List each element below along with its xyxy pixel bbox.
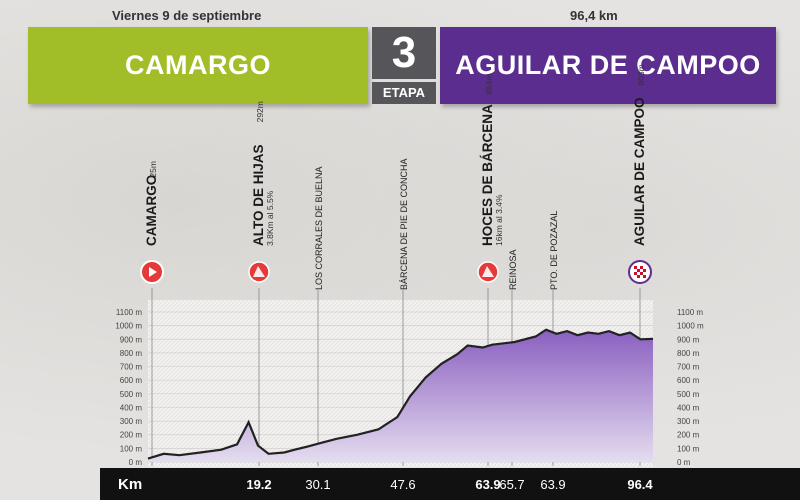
y-tick-label: 0 m [677, 458, 691, 467]
y-tick-label: 100 m [120, 444, 143, 453]
y-tick-label: 400 m [120, 403, 143, 412]
place-name: ALTO DE HIJAS [251, 144, 266, 246]
place-label: AGUILAR DE CAMPOO 903m [632, 64, 647, 246]
x-tick-label: 30.1 [305, 477, 330, 492]
checker-square [637, 269, 640, 272]
y-tick-label: 1100 m [677, 308, 703, 317]
y-tick-label: 900 m [677, 335, 700, 344]
x-tick-label: 96.4 [627, 477, 653, 492]
x-axis-label: Km [118, 476, 142, 493]
start-banner: CAMARGO [28, 27, 368, 104]
place-altitude: 292m [255, 101, 265, 122]
place-label: HOCES DE BÁRCENA 854m 16km al 3.4% [480, 74, 504, 246]
y-tick-label: 1000 m [677, 322, 704, 331]
y-axis-right: 0 m 100 m 200 m 300 m 400 m 500 m 600 m 700 m 80… [677, 308, 704, 467]
place-name: LOS CORRALES DE BUELNA [314, 166, 324, 290]
finish-banner: AGUILAR DE CAMPOO [440, 27, 776, 104]
stage-date: Viernes 9 de septiembre [112, 8, 262, 23]
place-label: BÁRCENA DE PIE DE CONCHA [399, 158, 409, 290]
x-tick-label: 19.2 [246, 477, 271, 492]
stage-number: 3 [372, 27, 436, 79]
y-tick-label: 300 m [677, 417, 700, 426]
y-tick-label: 800 m [677, 349, 700, 358]
y-tick-label: 0 m [129, 458, 143, 467]
start-city: CAMARGO [125, 50, 271, 80]
y-axis-left: 0 m 100 m 200 m 300 m 400 m 500 m 600 m 700 m 80… [115, 308, 142, 467]
stage-distance: 96,4 km [570, 8, 618, 23]
place-name: AGUILAR DE CAMPOO [632, 98, 647, 247]
y-tick-label: 100 m [677, 444, 700, 453]
finish-city: AGUILAR DE CAMPOO [455, 50, 761, 80]
x-tick-label: 63.9 [475, 477, 500, 492]
place-altitude: 854m [484, 74, 494, 95]
checker-square [634, 266, 637, 269]
checker-square [640, 266, 643, 269]
mountain-icon [253, 266, 265, 277]
place-markers [140, 260, 652, 284]
y-tick-label: 300 m [120, 417, 143, 426]
x-axis-ticks: 19.2 30.1 47.6 63.965.7 63.9 96.4 [246, 477, 653, 492]
checker-square [634, 272, 637, 275]
place-label: LOS CORRALES DE BUELNA [314, 166, 324, 290]
y-tick-label: 200 m [677, 431, 700, 440]
y-tick-label: 800 m [120, 349, 143, 358]
x-tick-label: 47.6 [390, 477, 415, 492]
place-altitude: 25m [148, 161, 158, 178]
place-label: ALTO DE HIJAS 292m 3.8Km al 5.5% [251, 101, 275, 246]
x-tick-label: 63.9 [540, 477, 565, 492]
play-icon [149, 267, 157, 277]
y-tick-label: 900 m [120, 335, 143, 344]
y-tick-label: 700 m [677, 363, 700, 372]
elevation-area [148, 329, 653, 462]
y-tick-label: 1000 m [115, 322, 142, 331]
elevation-line [147, 328, 654, 460]
climb-detail: 16km al 3.4% [494, 194, 504, 246]
place-name: PTO. DE POZAZAL [549, 211, 559, 290]
y-tick-label: 600 m [120, 376, 143, 385]
place-name: BÁRCENA DE PIE DE CONCHA [399, 158, 409, 290]
mountain-icon [482, 266, 494, 277]
y-tick-label: 500 m [120, 390, 143, 399]
stage-label: ETAPA [372, 82, 436, 104]
y-tick-label: 200 m [120, 431, 143, 440]
place-label: REINOSA [508, 249, 518, 290]
place-name: HOCES DE BÁRCENA [480, 104, 495, 246]
place-name: CAMARGO [144, 175, 159, 246]
km-bar [100, 468, 800, 500]
checker-square [640, 272, 643, 275]
checker-square [643, 275, 646, 278]
x-tick-label: 65.7 [499, 477, 524, 492]
checker-square [637, 275, 640, 278]
y-tick-label: 400 m [677, 403, 700, 412]
y-tick-label: 700 m [120, 363, 143, 372]
climb-detail: 3.8Km al 5.5% [265, 190, 275, 246]
place-name: REINOSA [508, 249, 518, 290]
y-tick-label: 600 m [677, 376, 700, 385]
place-label: PTO. DE POZAZAL [549, 211, 559, 290]
y-tick-label: 500 m [677, 390, 700, 399]
place-altitude: 903m [636, 64, 646, 85]
stage-badge: 3 ETAPA [372, 27, 436, 104]
checker-square [643, 269, 646, 272]
y-tick-label: 1100 m [116, 308, 142, 317]
